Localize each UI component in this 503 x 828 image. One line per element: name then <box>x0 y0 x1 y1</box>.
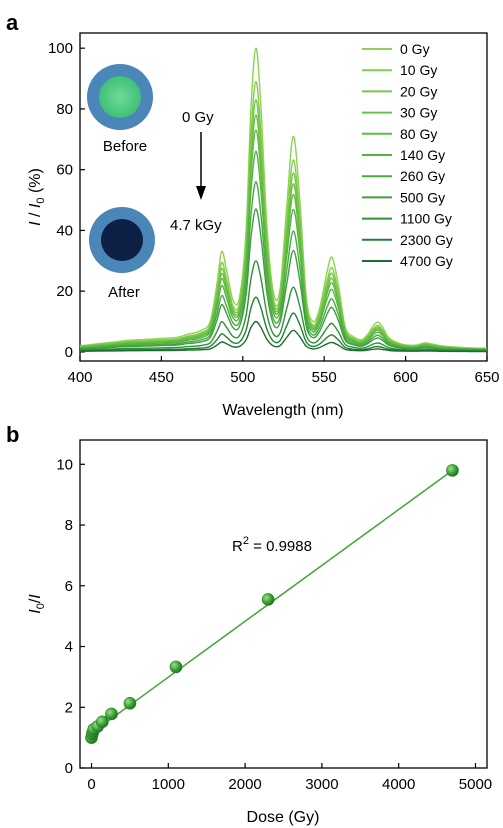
panel-b-xtick-label: 1000 <box>152 776 185 793</box>
panel-a-ytick-label: 80 <box>56 101 73 118</box>
data-point <box>169 660 183 674</box>
panel-a-ytick-label: 40 <box>56 222 73 239</box>
legend-entry: 1100 Gy <box>400 211 452 227</box>
panel-b-plot: 0 1000 2000 3000 4000 5000 0 2 4 6 8 10 Dose (Gy) I… <box>27 439 492 826</box>
panel-b-ticks: 0 1000 2000 3000 4000 5000 0 2 4 6 8 10 <box>56 456 492 793</box>
before-sample-image <box>87 64 153 130</box>
panel-b-frame <box>79 439 488 769</box>
legend-entry: 30 Gy <box>400 105 437 121</box>
panel-b-xtick-label: 3000 <box>305 776 338 793</box>
r2-annotation: R2 = 0.9988 <box>232 535 312 555</box>
start-dose-label: 0 Gy <box>182 109 214 126</box>
data-point <box>105 707 118 721</box>
panel-a-ylabel: I / I0 (%) <box>27 168 47 226</box>
panel-a-frame <box>79 32 488 362</box>
panel-a-xtick-label: 650 <box>474 369 499 386</box>
spectrum-line <box>79 208 488 351</box>
spectrum-line <box>79 181 488 351</box>
panel-a-xtick-label: 450 <box>149 369 174 386</box>
legend-entry: 4700 Gy <box>400 253 453 269</box>
data-point <box>446 464 459 477</box>
legend-entry: 140 Gy <box>400 147 445 163</box>
panel-a-ticks: 400 450 500 550 600 650 0 20 40 60 80 100 <box>48 40 500 386</box>
data-point <box>95 715 109 729</box>
legend-entry: 20 Gy <box>400 83 437 99</box>
spectrum-line <box>79 296 487 352</box>
panel-b-xtick-label: 2000 <box>228 776 261 793</box>
panel-b-ytick-label: 10 <box>56 456 73 473</box>
panel-a-ytick-label: 20 <box>56 283 73 300</box>
data-point <box>261 593 275 606</box>
legend-entry: 80 Gy <box>400 126 437 142</box>
legend-entry: 2300 Gy <box>400 232 453 248</box>
spectrum-line <box>79 320 487 353</box>
panel-a-ytick-label: 60 <box>56 162 73 179</box>
before-label: Before <box>103 138 147 155</box>
data-point <box>123 697 137 710</box>
dose-arrow-head <box>196 186 206 200</box>
panel-b-xlabel: Dose (Gy) <box>247 809 320 826</box>
panel-a-xtick-label: 500 <box>230 369 255 386</box>
spectrum-line <box>79 260 488 352</box>
spectrum-line <box>79 150 488 351</box>
panel-b-xtick-label: 5000 <box>459 776 492 793</box>
end-dose-label: 4.7 kGy <box>170 217 222 234</box>
panel-a-legend: 0 Gy 10 Gy 20 Gy 30 Gy 80 Gy 140 Gy 260 Gy 500 … <box>362 41 453 269</box>
panel-b-ytick-label: 2 <box>65 699 73 716</box>
legend-entry: 0 Gy <box>400 41 430 57</box>
panel-b-ytick-label: 0 <box>65 760 73 777</box>
legend-entry: 260 Gy <box>400 168 445 184</box>
panel-b-xtick-label: 0 <box>87 776 95 793</box>
panel-a-xtick-label: 600 <box>393 369 418 386</box>
panel-b-ytick-label: 8 <box>65 517 73 534</box>
panel-b-label: b <box>6 422 19 447</box>
panel-a-ytick-label: 100 <box>48 40 73 57</box>
panel-b-points <box>85 464 459 744</box>
panel-a-xtick-label: 400 <box>67 369 92 386</box>
panel-a-label: a <box>6 10 19 35</box>
panel-a-xtick-label: 550 <box>312 369 337 386</box>
panel-a-xlabel: Wavelength (nm) <box>222 402 343 419</box>
after-label: After <box>108 284 140 301</box>
panel-b-xtick-label: 4000 <box>382 776 415 793</box>
panel-a-plot: 400 450 500 550 600 650 0 20 40 60 80 100 Wavelengt… <box>27 32 500 419</box>
legend-entry: 500 Gy <box>400 189 445 205</box>
panel-b-ytick-label: 4 <box>65 639 73 656</box>
panel-a-ytick-label: 0 <box>65 344 73 361</box>
spectrum-line <box>79 129 488 350</box>
legend-entry: 10 Gy <box>400 62 437 78</box>
panel-a-curves <box>79 47 488 353</box>
panel-b-ylabel: I0/I <box>27 594 47 614</box>
panel-b-ytick-label: 6 <box>65 578 73 595</box>
spectrum-line <box>79 47 488 349</box>
after-sample-image <box>89 207 155 273</box>
